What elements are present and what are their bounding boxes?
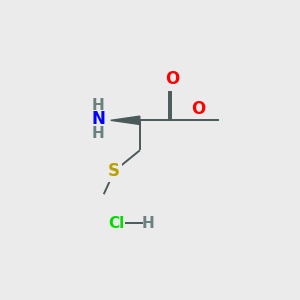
Text: O: O — [191, 100, 205, 118]
Text: Cl: Cl — [108, 216, 125, 231]
Text: H: H — [142, 216, 154, 231]
Text: H: H — [92, 126, 104, 141]
Text: O: O — [165, 70, 179, 88]
Polygon shape — [111, 116, 140, 124]
Text: N: N — [91, 110, 105, 128]
Text: S: S — [108, 162, 120, 180]
Text: H: H — [92, 98, 104, 113]
